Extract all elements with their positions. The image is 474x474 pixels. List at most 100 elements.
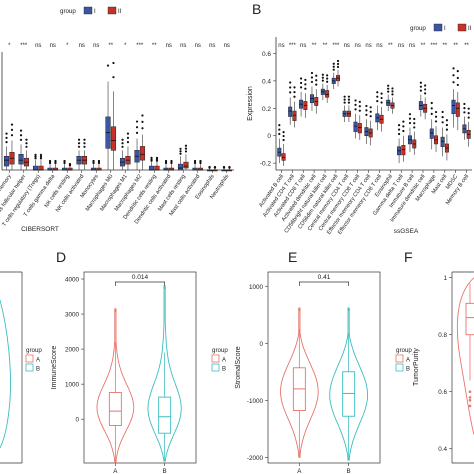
legend-swatch bbox=[395, 363, 404, 372]
outlier-point bbox=[468, 396, 472, 399]
box-a bbox=[465, 302, 474, 336]
outlier-point bbox=[336, 59, 340, 63]
y-tick-label: 0.4 bbox=[262, 78, 271, 85]
legend-swatch bbox=[211, 363, 220, 372]
outlier-point bbox=[83, 145, 86, 148]
legend-label: B bbox=[222, 367, 226, 373]
box-group-ii bbox=[292, 110, 297, 121]
outlier-point bbox=[315, 79, 318, 82]
box-group-i bbox=[288, 106, 293, 117]
box-group-ii bbox=[183, 161, 189, 169]
outlier-point bbox=[424, 84, 427, 87]
outlier-point bbox=[467, 116, 470, 119]
outlier-point bbox=[77, 142, 81, 145]
outlier-point bbox=[445, 128, 449, 131]
box-group-i bbox=[18, 154, 24, 165]
outlier-point bbox=[463, 111, 466, 114]
significance-label: ns bbox=[365, 43, 371, 49]
legend-swatch bbox=[211, 354, 220, 363]
outlier-point bbox=[77, 145, 81, 148]
box-b bbox=[342, 371, 356, 417]
outlier-point bbox=[343, 101, 346, 104]
legend-label: I bbox=[94, 9, 96, 15]
outlier-point bbox=[213, 165, 217, 169]
outlier-point bbox=[34, 153, 37, 156]
outlier-point bbox=[380, 101, 383, 104]
outlier-point bbox=[310, 80, 314, 84]
legend-swatch bbox=[395, 354, 404, 363]
significance-label: *** bbox=[136, 43, 144, 49]
y-tick-label: 1000 bbox=[249, 284, 264, 291]
outlier-point bbox=[424, 88, 427, 91]
y-tick-label: 2000 bbox=[65, 347, 80, 354]
legend-label: A bbox=[36, 358, 40, 364]
outlier-point bbox=[39, 155, 43, 158]
outlier-point bbox=[141, 127, 144, 130]
outlier-point bbox=[83, 138, 86, 141]
significance-label: ** bbox=[108, 43, 113, 49]
box-group-ii bbox=[281, 153, 286, 161]
outlier-point bbox=[347, 95, 351, 98]
outlier-point bbox=[397, 128, 401, 131]
outlier-point bbox=[34, 155, 37, 158]
outlier-point bbox=[304, 83, 307, 86]
y-tick-label: 0 bbox=[267, 133, 271, 140]
outlier-point bbox=[369, 115, 372, 118]
y-axis-title: ImmuneScore bbox=[51, 346, 58, 390]
significance-label: ** bbox=[323, 43, 328, 49]
outlier-point bbox=[299, 81, 303, 85]
box-group-i bbox=[32, 165, 39, 171]
box-group-i bbox=[353, 121, 358, 132]
violin-b bbox=[329, 307, 369, 461]
outlier-point bbox=[468, 398, 472, 402]
box-a bbox=[108, 392, 122, 426]
violin-a bbox=[96, 308, 135, 464]
legend-swatch bbox=[25, 363, 34, 372]
outlier-point bbox=[456, 83, 459, 87]
panel-letter-e: E bbox=[288, 249, 297, 265]
box-group-ii bbox=[401, 145, 406, 156]
significance-label: ns bbox=[278, 43, 284, 49]
outlier-point bbox=[419, 89, 422, 92]
significance-label: ns bbox=[50, 43, 56, 49]
outlier-point bbox=[413, 117, 416, 121]
outlier-point bbox=[354, 103, 357, 106]
y-tick-label: 0.6 bbox=[438, 389, 447, 396]
outlier-point bbox=[358, 100, 361, 103]
outlier-point bbox=[293, 90, 296, 94]
p-value-label: 0.41 bbox=[318, 274, 331, 281]
outlier-point bbox=[48, 159, 52, 163]
y-tick-label: -2000 bbox=[247, 455, 264, 462]
outlier-point bbox=[293, 86, 296, 89]
y-tick-label: 4000 bbox=[65, 277, 80, 284]
outlier-point bbox=[347, 308, 350, 312]
outlier-point bbox=[332, 65, 335, 68]
significance-label: ns bbox=[300, 43, 306, 49]
legend-label: II bbox=[468, 26, 472, 32]
significance-label: *** bbox=[332, 43, 340, 49]
outlier-point bbox=[19, 134, 23, 137]
outlier-point bbox=[413, 122, 416, 125]
panel-f-tumorpurity-violin: 0.4 0.6 0.8 1 TumorPurity bbox=[413, 271, 474, 464]
outlier-point bbox=[126, 141, 130, 144]
outlier-point bbox=[298, 308, 301, 312]
outlier-point bbox=[112, 61, 115, 65]
outlier-point bbox=[179, 147, 182, 150]
outlier-point bbox=[397, 132, 401, 136]
outlier-point bbox=[347, 98, 351, 101]
box-group-ii bbox=[139, 146, 146, 161]
outlier-point bbox=[5, 136, 8, 140]
outlier-point bbox=[376, 95, 379, 98]
box-group-i bbox=[148, 165, 155, 171]
significance-label: ns bbox=[35, 43, 41, 49]
outlier-point bbox=[54, 159, 57, 163]
outlier-point bbox=[10, 128, 14, 131]
outlier-point bbox=[25, 145, 28, 148]
legend-label: B bbox=[406, 367, 410, 373]
outlier-point bbox=[430, 107, 433, 110]
outlier-point bbox=[321, 73, 324, 76]
outlier-point bbox=[424, 92, 427, 95]
outlier-point bbox=[25, 142, 28, 145]
outlier-point bbox=[278, 124, 281, 127]
